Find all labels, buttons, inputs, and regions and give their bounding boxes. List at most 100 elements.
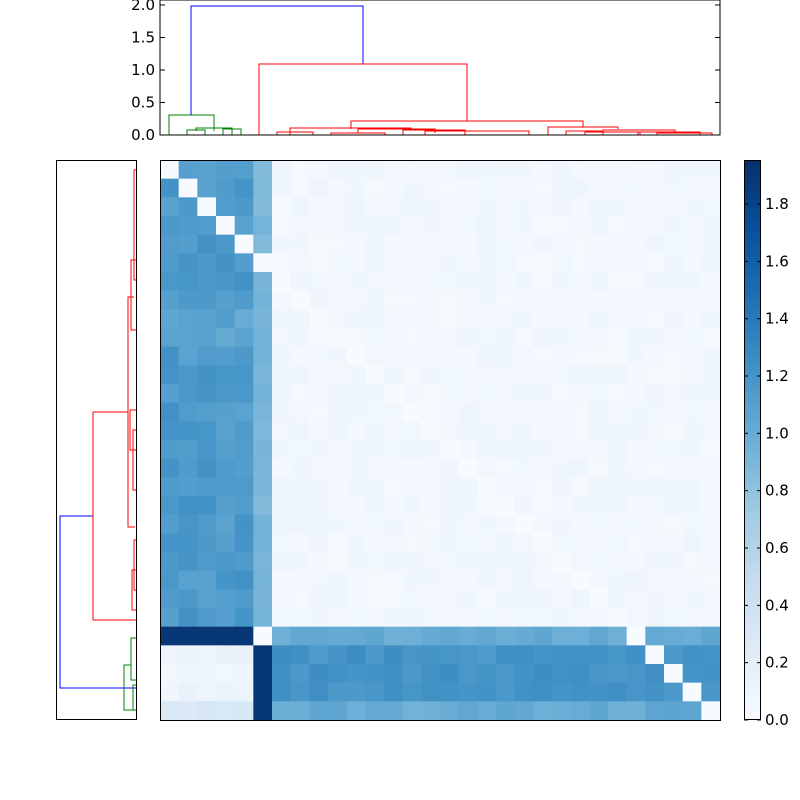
colorbar-tick-label: 0.8 [765, 482, 789, 500]
heatmap-cell [552, 421, 572, 441]
dendrogram-link [195, 127, 233, 135]
heatmap-cell [328, 458, 348, 478]
heatmap-cell [384, 626, 404, 646]
heatmap-cell [626, 346, 646, 366]
heatmap-cell [197, 178, 217, 198]
heatmap-cell [272, 402, 292, 422]
heatmap-cell [626, 197, 646, 217]
heatmap-cell [309, 216, 329, 236]
heatmap-cell [458, 216, 478, 236]
heatmap-cell [365, 477, 385, 497]
heatmap-cell [645, 682, 665, 702]
heatmap-cell [664, 440, 684, 460]
heatmap-cell [178, 421, 198, 441]
heatmap-cell [570, 682, 590, 702]
colorbar-tick-label: 1.4 [765, 310, 789, 328]
heatmap-cell [589, 402, 609, 422]
heatmap-cell [664, 216, 684, 236]
heatmap-cell [346, 626, 366, 646]
heatmap-cell [384, 421, 404, 441]
heatmap-cell [402, 365, 422, 385]
heatmap-cell [514, 197, 534, 217]
heatmap-cell [682, 309, 702, 329]
heatmap-cell [328, 253, 348, 273]
heatmap-cell [346, 178, 366, 198]
heatmap-cell [365, 496, 385, 516]
heatmap-cell [197, 645, 217, 665]
heatmap-cell [645, 328, 665, 348]
heatmap-cell [682, 402, 702, 422]
heatmap-cell [589, 160, 609, 180]
heatmap-cell [645, 701, 665, 721]
heatmap-cell [552, 216, 572, 236]
heatmap-cell [402, 682, 422, 702]
heatmap-cell [701, 346, 721, 366]
heatmap-cell [402, 234, 422, 254]
heatmap-cell [346, 197, 366, 217]
heatmap-cell [701, 514, 721, 534]
heatmap-cell [402, 328, 422, 348]
heatmap-cell [626, 682, 646, 702]
heatmap-cell [309, 682, 329, 702]
heatmap-cell [421, 197, 441, 217]
heatmap-cell [384, 290, 404, 310]
heatmap-cell [384, 253, 404, 273]
heatmap-cell [328, 682, 348, 702]
heatmap-cell [589, 496, 609, 516]
heatmap-cell [216, 440, 236, 460]
heatmap-cell [514, 496, 534, 516]
heatmap-cell [160, 477, 180, 497]
heatmap-cell [570, 440, 590, 460]
heatmap-cell [533, 477, 553, 497]
heatmap-cell [477, 496, 497, 516]
heatmap-cell [589, 197, 609, 217]
heatmap-cell [178, 197, 198, 217]
heatmap-cell [440, 664, 460, 684]
heatmap-cell [290, 402, 310, 422]
heatmap-cell [402, 664, 422, 684]
heatmap-cell [290, 626, 310, 646]
heatmap-cell [253, 701, 273, 721]
heatmap-cell [533, 309, 553, 329]
heatmap-cell [626, 234, 646, 254]
heatmap-cell [216, 290, 236, 310]
heatmap-cell [160, 701, 180, 721]
heatmap-cell [440, 514, 460, 534]
heatmap-cell [290, 664, 310, 684]
heatmap-cell [290, 346, 310, 366]
heatmap-cell [328, 216, 348, 236]
heatmap-cell [496, 533, 516, 553]
heatmap-cell [477, 421, 497, 441]
heatmap-cell [477, 309, 497, 329]
heatmap-cell [253, 253, 273, 273]
heatmap-cell [626, 160, 646, 180]
heatmap-cell [477, 514, 497, 534]
colorbar-tick-label: 1.6 [765, 252, 789, 270]
heatmap-cell [589, 533, 609, 553]
heatmap-cell [272, 421, 292, 441]
heatmap-cell [197, 346, 217, 366]
heatmap-cell [682, 552, 702, 572]
heatmap-cell [570, 365, 590, 385]
heatmap-cell [682, 178, 702, 198]
heatmap-cell [272, 178, 292, 198]
heatmap-cell [346, 514, 366, 534]
heatmap-cell [608, 160, 628, 180]
heatmap-cell [234, 309, 254, 329]
dendrogram-link [258, 63, 468, 135]
dendrogram-link [132, 684, 136, 711]
heatmap-cell [477, 253, 497, 273]
heatmap-cell [178, 309, 198, 329]
heatmap-cell [552, 253, 572, 273]
heatmap-cell [402, 346, 422, 366]
heatmap-cell [664, 570, 684, 590]
heatmap-cell [477, 272, 497, 292]
heatmap-cell [608, 533, 628, 553]
heatmap-cell [477, 570, 497, 590]
heatmap-cell [384, 552, 404, 572]
heatmap-cell [589, 346, 609, 366]
heatmap-cell [552, 272, 572, 292]
heatmap-cell [589, 664, 609, 684]
heatmap-cell [160, 514, 180, 534]
heatmap-cell [346, 458, 366, 478]
